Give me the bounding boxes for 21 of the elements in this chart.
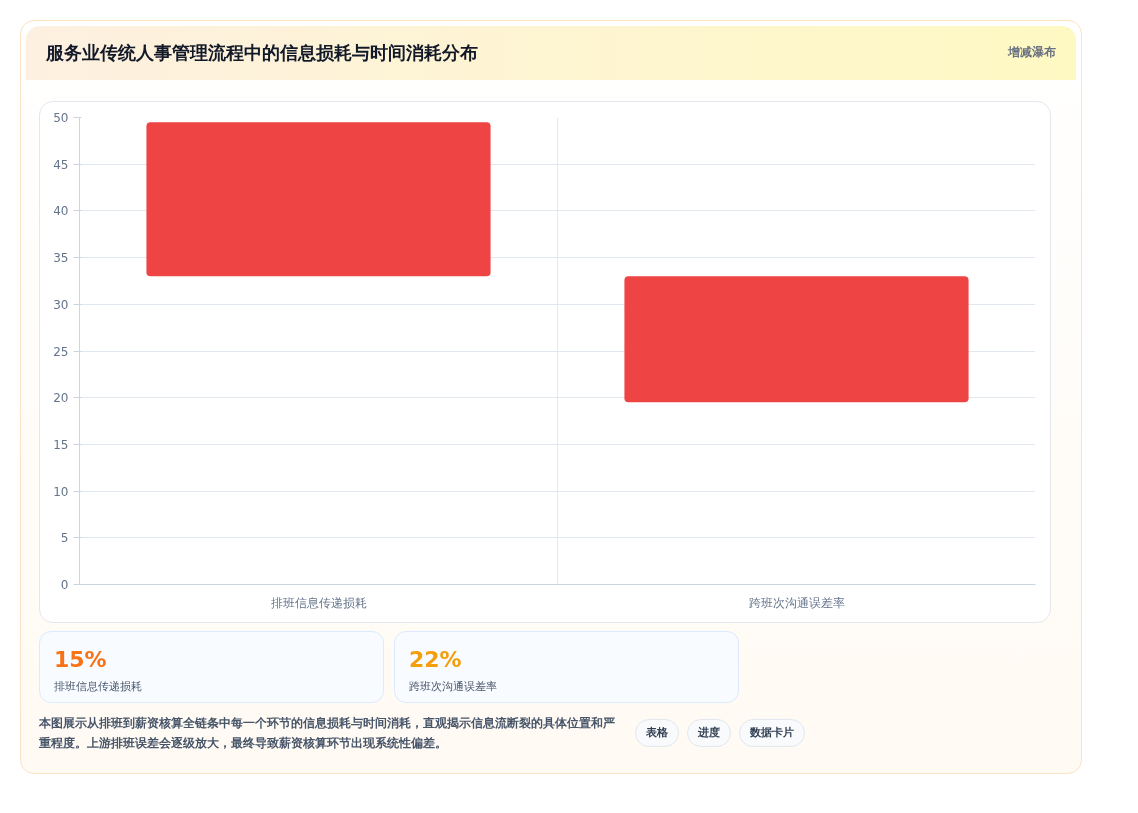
y-tick-label: 40 — [53, 204, 69, 219]
text: 排班信息传递损耗 — [54, 679, 143, 696]
y-tick-label: 30 — [53, 297, 69, 312]
y-tick-label: 50 — [53, 111, 69, 125]
text: 进度 — [687, 719, 731, 747]
y-tick-label: 10 — [53, 484, 69, 499]
text: 本图展示从排班到薪资核算全链条中每一个环节的信息损耗与时间消耗，直观揭示信息流断裂的具体位置和严重程度。上游排班误差会逐级放大，最终导致薪资核算环节出现系统性偏差。 — [39, 715, 616, 752]
y-tick-label: 0 — [60, 578, 69, 592]
text: 15% — [54, 646, 108, 674]
y-tick-label: 15 — [53, 437, 69, 452]
y-tick-label: 35 — [53, 251, 69, 266]
text: 表格 — [635, 719, 679, 747]
y-tick-label: 25 — [53, 344, 69, 359]
chart-title: 服务业传统人事管理流程中的信息损耗与时间消耗分布 — [46, 41, 478, 66]
text: 22% — [409, 646, 463, 674]
y-tick-label: 5 — [60, 531, 69, 546]
y-tick-label: 20 — [53, 391, 69, 406]
text: 数据卡片 — [739, 719, 805, 747]
y-tick-label: 45 — [53, 157, 69, 172]
text: 跨班次沟通误差率 — [409, 679, 498, 696]
text: 增减瀑布 — [1008, 44, 1056, 62]
